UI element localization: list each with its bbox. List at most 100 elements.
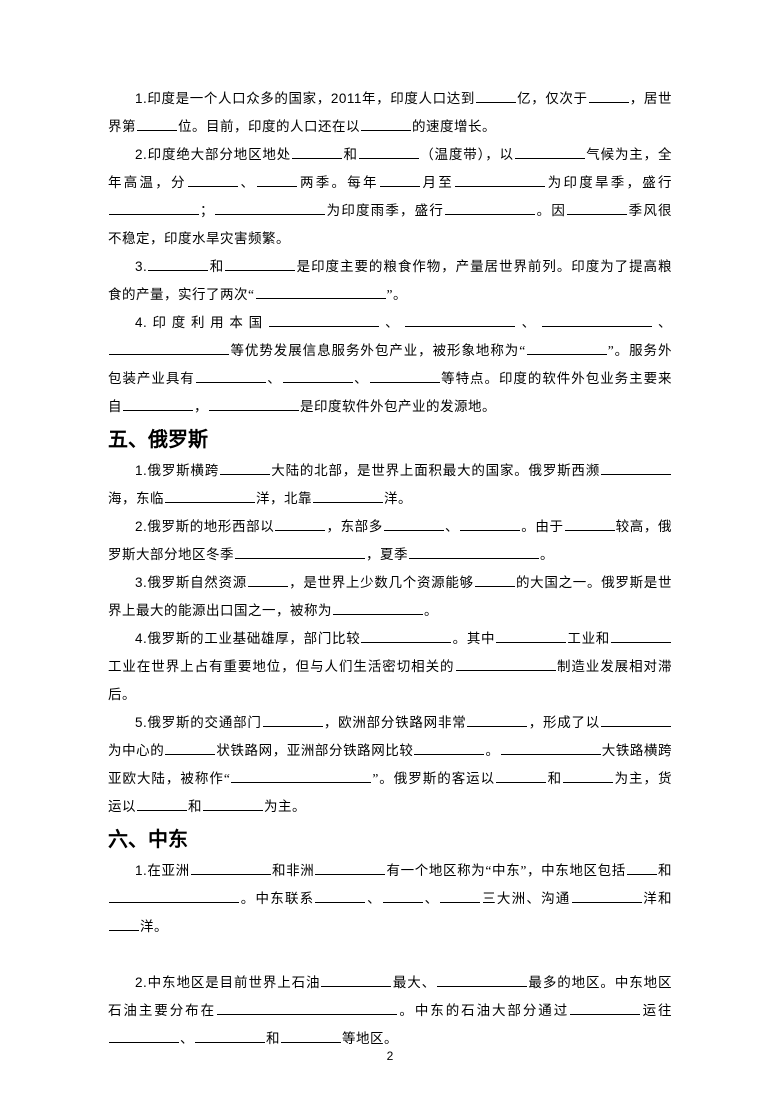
blank — [380, 173, 420, 188]
sec5-q1: 1.俄罗斯横跨大陆的北部，是世界上面积最大的国家。俄罗斯西濒海，东临洋，北靠洋。 — [108, 457, 672, 513]
text: 和非洲 — [272, 863, 315, 878]
text: 洋。 — [384, 491, 412, 506]
text: 。其中 — [452, 631, 495, 646]
blank — [109, 889, 239, 904]
blank — [191, 861, 271, 876]
text: 印度利用本国 — [147, 315, 268, 330]
blank — [217, 1001, 397, 1016]
sec4-q1: 1.印度是一个人口众多的国家，2011年，印度人口达到亿，仅次于，居世界第位。目… — [108, 85, 672, 141]
q-number: 4. — [135, 315, 147, 330]
text: 、 — [380, 315, 404, 330]
text: 的速度增长。 — [412, 119, 496, 134]
sec6-q2: 2.中东地区是目前世界上石油最大、最多的地区。中东地区石油主要分布在。中东的石油… — [108, 969, 672, 1053]
blank — [565, 517, 615, 532]
blank — [109, 341, 229, 356]
text: （温度带），以 — [420, 147, 514, 162]
year: 2011 — [331, 91, 362, 106]
text: 最大、 — [392, 975, 436, 990]
blank — [627, 861, 657, 876]
text: 和 — [658, 863, 672, 878]
sec5-q4: 4.俄罗斯的工业基础雄厚，部门比较。其中工业和工业在世界上占有重要地位，但与人们… — [108, 625, 672, 709]
q-number: 1. — [135, 863, 147, 878]
sec5-q5: 5.俄罗斯的交通部门，欧洲部分铁路网非常，形成了以为中心的状铁路网，亚洲部分铁路… — [108, 709, 672, 821]
blank — [209, 397, 299, 412]
text: 两季。每年 — [298, 175, 379, 190]
blank — [165, 489, 255, 504]
blank — [231, 769, 371, 784]
text: 。中东联系 — [240, 891, 314, 906]
q-number: 1. — [135, 91, 147, 106]
blank — [188, 173, 238, 188]
blank — [361, 117, 411, 132]
text: 为中心的 — [108, 743, 164, 758]
text: 位。目前，印度的人口还在以 — [178, 119, 360, 134]
blank — [460, 517, 520, 532]
blank — [321, 973, 391, 988]
text: ，欧洲部分铁路网非常 — [324, 715, 467, 730]
blank — [496, 629, 566, 644]
text: ，东部多 — [326, 519, 383, 534]
blank — [370, 369, 440, 384]
text: 等优势发展信息服务外包产业，被形象地称为“ — [230, 343, 526, 358]
text: 印度是一个人口众多的国家， — [147, 91, 331, 106]
q-number: 1. — [135, 463, 147, 478]
blank — [225, 257, 295, 272]
text: 。由于 — [521, 519, 563, 534]
blank — [563, 769, 613, 784]
blank — [257, 173, 297, 188]
q-number: 3. — [135, 575, 147, 590]
blank — [570, 1001, 640, 1016]
text: 月至 — [421, 175, 454, 190]
sec4-q4: 4.印度利用本国、、、等优势发展信息服务外包产业，被形象地称为“”。服务外包装产… — [108, 309, 672, 421]
text: 、 — [424, 891, 439, 906]
blank — [475, 573, 515, 588]
blank — [333, 601, 423, 616]
blank — [359, 145, 419, 160]
blank — [195, 1029, 265, 1044]
blank — [414, 741, 484, 756]
text: 、 — [653, 315, 672, 330]
q-number: 5. — [135, 715, 147, 730]
blank — [437, 973, 527, 988]
blank — [256, 285, 386, 300]
text: ，是世界上少数几个资源能够 — [289, 575, 474, 590]
blank — [123, 397, 193, 412]
blank — [515, 145, 585, 160]
sec5-q3: 3.俄罗斯自然资源，是世界上少数几个资源能够的大国之一。俄罗斯是世界上最大的能源… — [108, 569, 672, 625]
blank — [315, 861, 385, 876]
text: 、 — [354, 371, 369, 386]
text: 。 — [424, 603, 438, 618]
blank — [315, 889, 365, 904]
text: 印度绝大部分地区地处 — [147, 147, 291, 162]
text: 俄罗斯自然资源 — [147, 575, 247, 590]
text: 、 — [180, 1031, 194, 1046]
text: 洋和 — [643, 891, 672, 906]
blank — [572, 889, 642, 904]
text: 、 — [366, 891, 381, 906]
text: 为印度旱季，盛行 — [546, 175, 672, 190]
text: 三大洲、沟通 — [481, 891, 570, 906]
text: ，夏季 — [366, 547, 408, 562]
blank — [165, 741, 215, 756]
blank — [467, 713, 527, 728]
blank — [601, 713, 671, 728]
blank — [501, 741, 601, 756]
blank — [455, 173, 545, 188]
page-container: 1.印度是一个人口众多的国家，2011年，印度人口达到亿，仅次于，居世界第位。目… — [0, 0, 780, 1103]
text: 是印度软件外包产业的发源地。 — [300, 399, 496, 414]
text: 、 — [516, 315, 540, 330]
blank — [137, 117, 177, 132]
text: 亿，仅次于 — [517, 91, 588, 106]
text: 运往 — [641, 1003, 672, 1018]
text: 工业在世界上占有重要地位，但与人们生活密切相关的 — [108, 659, 455, 674]
sec5-q2: 2.俄罗斯的地形西部以，东部多、。由于较高，俄罗斯大部分地区冬季，夏季。 — [108, 513, 672, 569]
q-number: 3. — [135, 259, 147, 274]
text: 俄罗斯的交通部门 — [147, 715, 261, 730]
text: 工业和 — [567, 631, 610, 646]
blank — [292, 145, 342, 160]
text: 和 — [343, 147, 358, 162]
text: 、 — [267, 371, 282, 386]
text: ”。俄罗斯的客运以 — [372, 771, 495, 786]
text: 大陆的北部，是世界上面积最大的国家。俄罗斯西濒 — [271, 463, 600, 478]
heading-russia: 五、俄罗斯 — [108, 423, 672, 457]
